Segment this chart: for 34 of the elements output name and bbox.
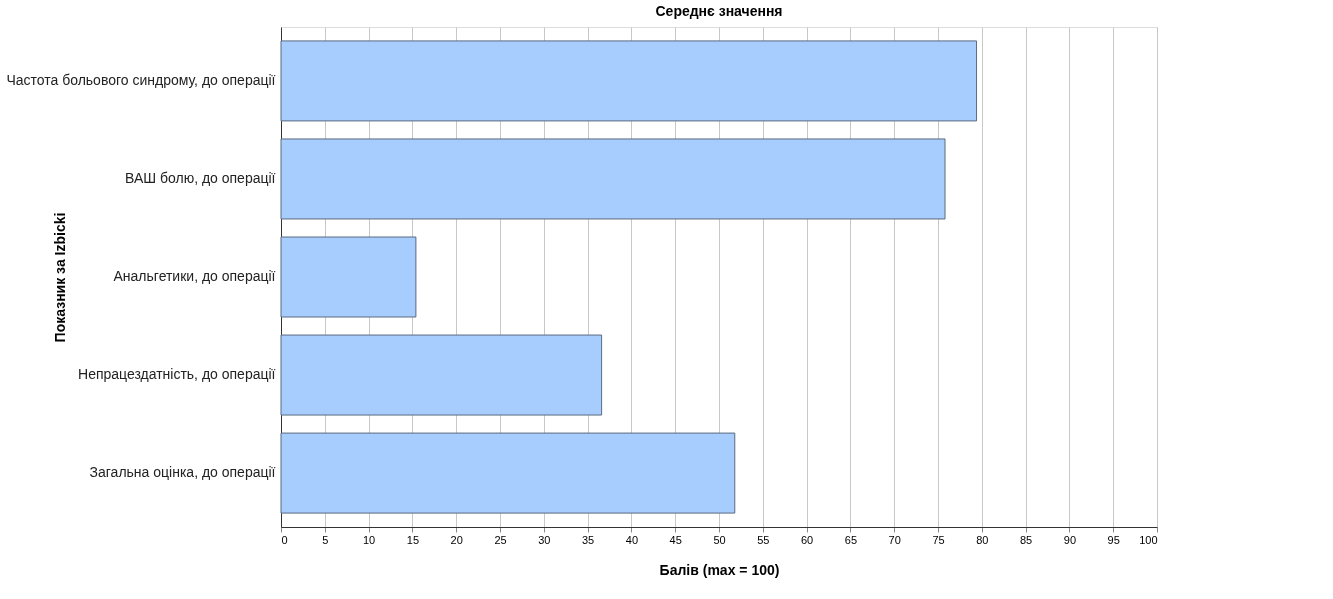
x-tick-label: 90 <box>1063 533 1077 546</box>
y-axis-title: Показник за Izbicki <box>51 212 68 343</box>
x-tick-label: 0 <box>281 533 288 546</box>
x-tick-label: 40 <box>625 533 639 546</box>
bar <box>280 236 417 318</box>
bar <box>280 334 603 416</box>
x-tick-label: 70 <box>888 533 901 546</box>
y-tick-label: Частота больового синдрому, до операції <box>6 71 276 88</box>
x-axis-title: Балів (max = 100) <box>659 561 780 578</box>
x-tick-label: 85 <box>1019 533 1033 546</box>
x-tick-label: 50 <box>713 533 726 546</box>
y-tick-label: Непрацездатність, до операції <box>78 366 276 383</box>
x-tick-label: 75 <box>932 533 945 546</box>
x-tick-label: 20 <box>450 533 463 546</box>
bar <box>280 432 736 514</box>
x-tick-label: 60 <box>800 533 814 546</box>
x-tick-label: 35 <box>581 533 595 546</box>
y-tick-label: Загальна оцінка, до операції <box>89 464 276 481</box>
x-tick-label: 100 <box>1139 533 1158 546</box>
y-tick-label: Анальгетики, до операції <box>113 268 276 284</box>
bar <box>280 40 978 122</box>
x-tick-label: 15 <box>406 533 420 546</box>
x-tick-label: 30 <box>538 533 551 546</box>
x-tick-label: 25 <box>494 533 507 546</box>
x-tick-label: 5 <box>322 533 329 546</box>
x-tick-label: 65 <box>844 533 858 546</box>
y-tick-label: ВАШ болю, до операції <box>125 169 276 186</box>
x-tick-label: 80 <box>976 533 989 546</box>
x-tick-label: 10 <box>362 533 376 546</box>
x-tick-label: 45 <box>669 533 682 546</box>
bar <box>280 138 946 220</box>
x-tick-label: 55 <box>757 533 770 546</box>
chart-title: Середнє значення <box>655 3 783 19</box>
x-tick-label: 95 <box>1107 533 1120 546</box>
